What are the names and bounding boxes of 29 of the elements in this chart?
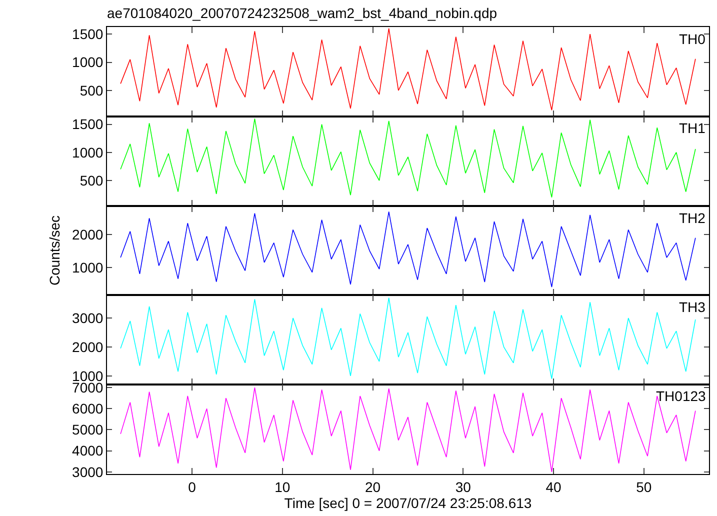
y-tick-label: 1000 <box>72 259 104 276</box>
y-tick-label: 1000 <box>72 54 104 70</box>
series-label: TH2 <box>679 210 706 226</box>
y-tick-label: 1500 <box>72 116 104 132</box>
x-tick-label: 20 <box>364 478 381 495</box>
series-label: TH3 <box>679 299 706 315</box>
y-tick-label: 3000 <box>72 310 104 326</box>
x-axis-title: Time [sec] 0 = 2007/07/24 23:25:08.613 <box>284 495 532 512</box>
x-tick-label: 40 <box>546 478 562 495</box>
y-tick-label: 1500 <box>72 26 104 42</box>
x-tick-label: 0 <box>188 478 196 495</box>
series-label: TH0123 <box>656 388 706 404</box>
y-axis-title: Counts/sec <box>46 215 63 286</box>
chart-title: ae701084020_20070724232508_wam2_bst_4band_nobin.qdp <box>107 4 498 21</box>
y-tick-label: 4000 <box>72 442 104 459</box>
y-tick-label: 500 <box>80 82 104 98</box>
y-tick-label: 2000 <box>72 226 104 243</box>
series-label: TH1 <box>679 120 706 136</box>
y-tick-label: 6000 <box>72 400 104 417</box>
x-tick-label: 50 <box>636 478 652 495</box>
y-tick-label: 3000 <box>72 464 104 480</box>
y-tick-label: 5000 <box>72 422 104 438</box>
y-tick-label: 1000 <box>72 368 104 384</box>
x-tick-label: 30 <box>455 478 472 495</box>
y-tick-label: 2000 <box>72 338 104 355</box>
series-label: TH0 <box>679 31 706 47</box>
y-tick-label: 1000 <box>72 144 104 160</box>
x-tick-label: 10 <box>274 478 290 495</box>
y-tick-label: 500 <box>80 172 104 188</box>
